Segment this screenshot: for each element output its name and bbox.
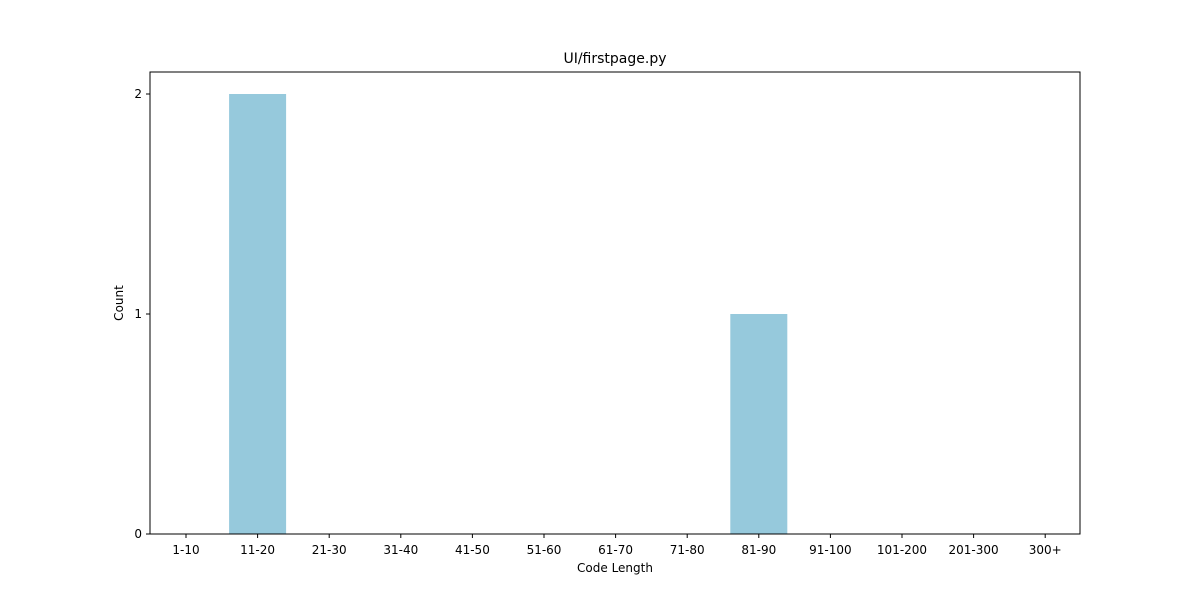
x-axis-label: Code Length	[577, 561, 653, 575]
x-tick-label: 21-30	[312, 543, 347, 557]
y-tick-label: 1	[134, 307, 142, 321]
y-tick-label: 0	[134, 527, 142, 541]
y-axis-ticks: 0 1 2	[134, 87, 150, 541]
x-tick-label: 41-50	[455, 543, 490, 557]
x-tick-label: 51-60	[527, 543, 562, 557]
x-axis-ticks: 1-10 11-20 21-30 31-40 41-50 51-60 61-70 71-80 8…	[172, 534, 1062, 557]
plot-frame	[149, 71, 1081, 535]
x-tick-label: 1-10	[172, 543, 199, 557]
bar-81-90	[730, 314, 788, 534]
x-tick-label: 11-20	[240, 543, 275, 557]
x-tick-label: 101-200	[877, 543, 927, 557]
x-tick-label: 31-40	[383, 543, 418, 557]
x-tick-label: 300+	[1029, 543, 1062, 557]
x-tick-label: 61-70	[598, 543, 633, 557]
bar-11-20	[229, 94, 287, 534]
y-tick-label: 2	[134, 87, 142, 101]
x-tick-label: 201-300	[949, 543, 999, 557]
x-tick-label: 81-90	[741, 543, 776, 557]
y-axis-label: Count	[112, 285, 126, 321]
x-tick-label: 91-100	[809, 543, 852, 557]
x-tick-label: 71-80	[670, 543, 705, 557]
bars-group	[229, 94, 788, 534]
chart-title: UI/firstpage.py	[563, 51, 666, 67]
